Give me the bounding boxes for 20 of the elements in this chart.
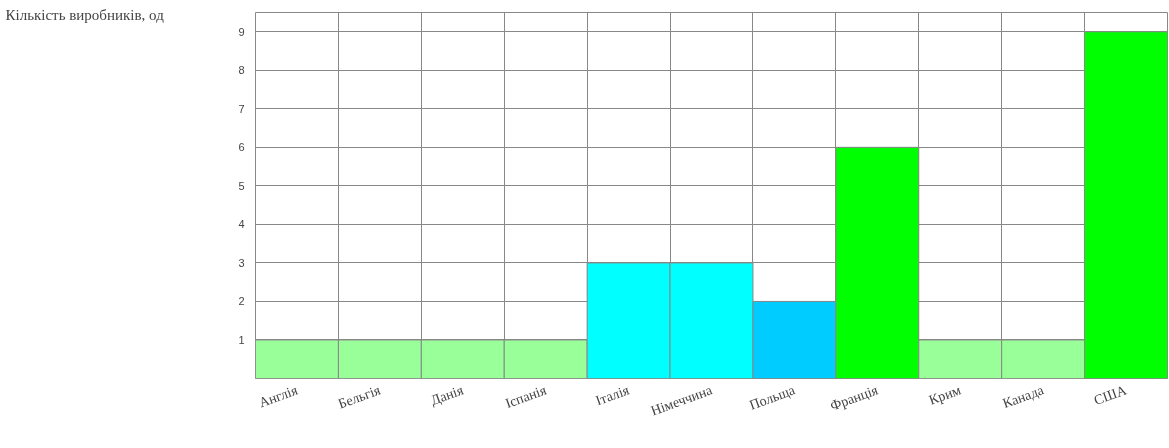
y-tick-label: 4 (238, 218, 245, 231)
y-tick-label: 9 (238, 25, 245, 38)
x-tick-label: Канада (1000, 382, 1047, 412)
x-tick-label: Крим (926, 382, 963, 408)
y-tick-label: 7 (238, 102, 245, 115)
x-tick-label: Польща (747, 382, 798, 413)
y-tick-label: 6 (238, 141, 245, 154)
x-tick-label: Іспанія (503, 382, 549, 412)
y-tick-label: 5 (238, 179, 245, 192)
x-tick-label: Франція (828, 382, 881, 414)
y-tick-label: 1 (238, 333, 245, 346)
x-tick-label: Англія (256, 382, 301, 411)
x-tick-label: Італія (593, 382, 632, 409)
y-axis-title: Кількість виробників, од (5, 6, 165, 23)
y-tick-label: 8 (238, 64, 245, 77)
y-tick-label: 2 (238, 295, 245, 308)
x-tick-label: США (1091, 382, 1130, 409)
y-tick-label: 3 (238, 256, 245, 269)
x-tick-label: Бельгія (336, 382, 383, 412)
x-tick-label: Данія (428, 382, 466, 409)
